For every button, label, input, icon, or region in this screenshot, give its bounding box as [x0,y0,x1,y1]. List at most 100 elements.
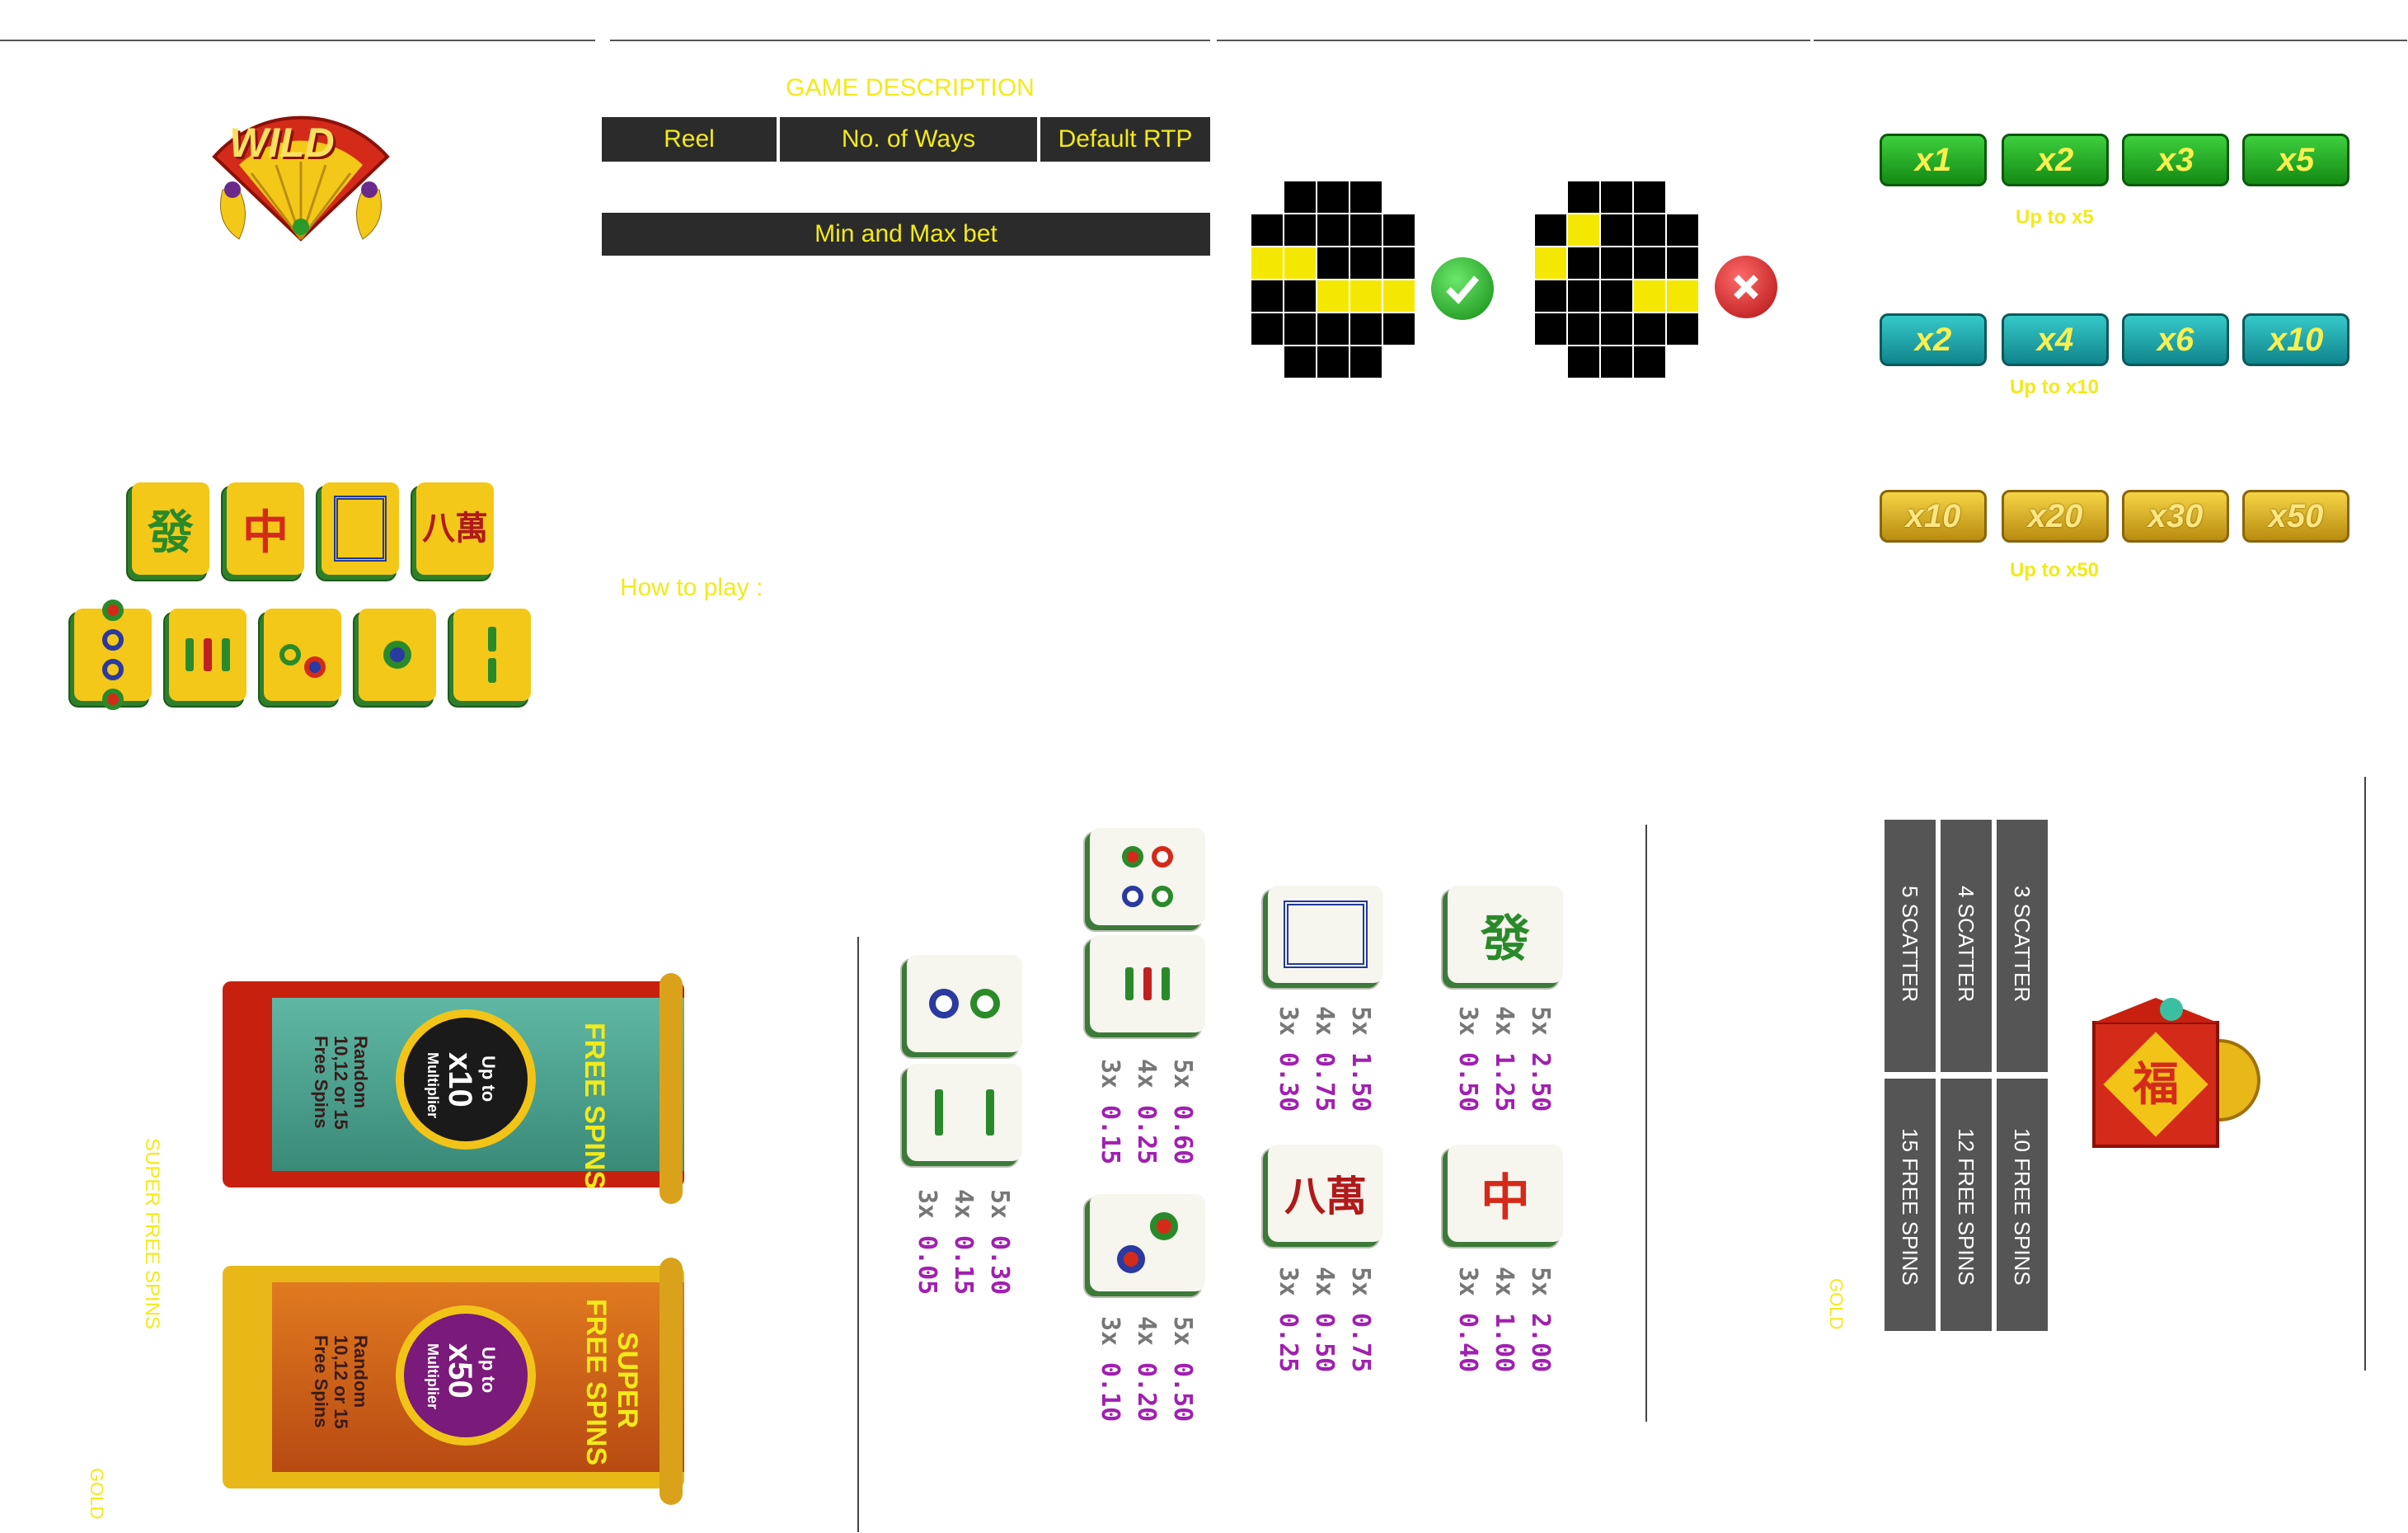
how-to-play-label: How to play : [620,574,763,601]
payout-multiplier: 3x [1453,1267,1482,1297]
divider [2364,777,2366,1371]
wild-label: WILD [229,120,335,166]
svg-text:福: 福 [2132,1057,2179,1112]
scatter-symbol: 福 [2079,990,2260,1154]
dot-icon [304,656,326,678]
payout-value: 0.50 [1310,1313,1339,1373]
banner-random: Random [350,1036,371,1108]
game-description-title: GAME DESCRIPTION [786,74,1035,101]
payout-multiplier: 5x [1346,1006,1375,1037]
payout-multiplier: 4x [1132,1316,1161,1347]
paytable-tile [907,955,1022,1052]
multiplier-caption: Up to x50 [2010,559,2100,581]
scatter-cell: 3 SCATTER [1997,820,2048,1072]
banner-random: Random [350,1335,371,1408]
super-free-spins-banner: SUPER FREE SPINS Up to x50 Multiplier Ra… [206,1258,717,1505]
multiplier-pill: x3 [2122,134,2229,186]
header-bet: Min and Max bet [602,213,1210,256]
bamboo-icon [488,658,496,683]
paytable-tile [1090,1194,1205,1291]
banner-title: FREE SPINS [579,1023,610,1190]
header-ways: No. of Ways [780,117,1037,162]
payout-value: 1.00 [1490,1313,1518,1373]
paytable-tile: 中 [1448,1145,1563,1242]
ways-grid-valid [1251,181,1415,378]
bamboo-icon [222,638,230,671]
multiplier-caption: Up to x5 [2016,206,2094,228]
payout-value: 0.50 [1168,1362,1197,1422]
dot-icon [102,689,124,710]
multiplier-pill: x50 [2242,490,2349,543]
scatter-label: 3 SCATTER [2010,886,2035,1003]
tile-red-dragon: 中 [227,482,304,575]
super-free-spins-label: SUPER FREE SPINS [141,1138,163,1330]
multiplier-pill: x4 [2002,313,2109,366]
multiplier-pill: x2 [1880,313,1987,366]
payout-multiplier: 5x [1168,1316,1197,1347]
divider [1217,40,1810,41]
paytable-tile: 八萬 [1268,1145,1383,1242]
payout-value: 2.50 [1526,1052,1555,1112]
payout-multiplier: 4x [1310,1006,1339,1037]
payout-value: 0.60 [1168,1105,1197,1165]
tile-character: 八萬 [416,482,494,575]
payout-multiplier: 3x [1274,1267,1303,1297]
banner-mult: x10 [442,1052,478,1107]
paytable-tile [907,1064,1022,1161]
tile-one-dot [359,609,436,701]
bamboo-icon [935,1089,943,1136]
dot-icon [102,600,124,621]
bamboo-icon [1162,967,1170,1000]
divider [857,937,859,1532]
payout-multiplier: 4x [949,1189,978,1220]
multiplier-pill: x10 [2242,313,2349,366]
dot-icon [102,659,124,680]
payout-value: 0.75 [1310,1052,1339,1112]
scatter-label: 4 SCATTER [1954,886,1979,1003]
spins-label: 12 FREE SPINS [1954,1128,1979,1286]
spins-label: 15 FREE SPINS [1898,1128,1922,1286]
dot-icon [1122,846,1143,868]
header-rtp: Default RTP [1040,117,1210,162]
bamboo-icon [185,638,194,671]
header-reel: Reel [602,117,777,162]
dot-icon [279,644,301,665]
red-envelope-icon: 福 [2092,998,2260,1148]
payout-value: 0.15 [949,1235,978,1296]
spins-cell: 10 FREE SPINS [1997,1079,2048,1331]
payout-multiplier: 3x [1274,1006,1303,1037]
bamboo-icon [1143,967,1152,1000]
banner-title: FREE SPINS [580,1299,612,1466]
bamboo-icon [488,627,496,651]
wild-symbol: WILD [206,91,396,280]
cross-icon [1715,256,1777,318]
payout-value: 0.75 [1346,1313,1375,1373]
paytable-tile [1090,935,1205,1032]
payout-multiplier: 5x [985,1189,1014,1220]
banner-spins: 10,12 or 15 [331,1335,351,1429]
spins-cell: 12 FREE SPINS [1941,1079,1992,1331]
scatter-label: 5 SCATTER [1898,886,1922,1003]
dot-icon [929,989,959,1018]
divider [1645,825,1647,1422]
dot-icon [1117,1245,1145,1273]
payout-multiplier: 4x [1490,1006,1518,1037]
gold-label: GOLD [1826,1278,1847,1330]
payout-multiplier: 5x [1168,1059,1197,1089]
free-spins-banner: FREE SPINS Up to x10 Multiplier Random 1… [206,973,717,1204]
payout-multiplier: 5x [1526,1006,1555,1037]
tile-two-dots [264,609,341,701]
payout-multiplier: 4x [1490,1267,1518,1297]
multiplier-pill: x6 [2122,313,2229,366]
checkmark-icon [1431,257,1494,320]
payout-multiplier: 3x [1453,1006,1482,1037]
dot-icon [102,629,124,651]
tile-two-bamboo [453,609,531,701]
tile-green-dragon: 發 [132,482,209,575]
multiplier-pill: x5 [2242,134,2349,186]
banner-mult-label: Multiplier [425,1343,441,1409]
banner-mult: x50 [442,1343,478,1399]
tile-four-dots [74,600,152,710]
multiplier-pill: x20 [2002,490,2109,543]
frame-icon [334,496,387,562]
